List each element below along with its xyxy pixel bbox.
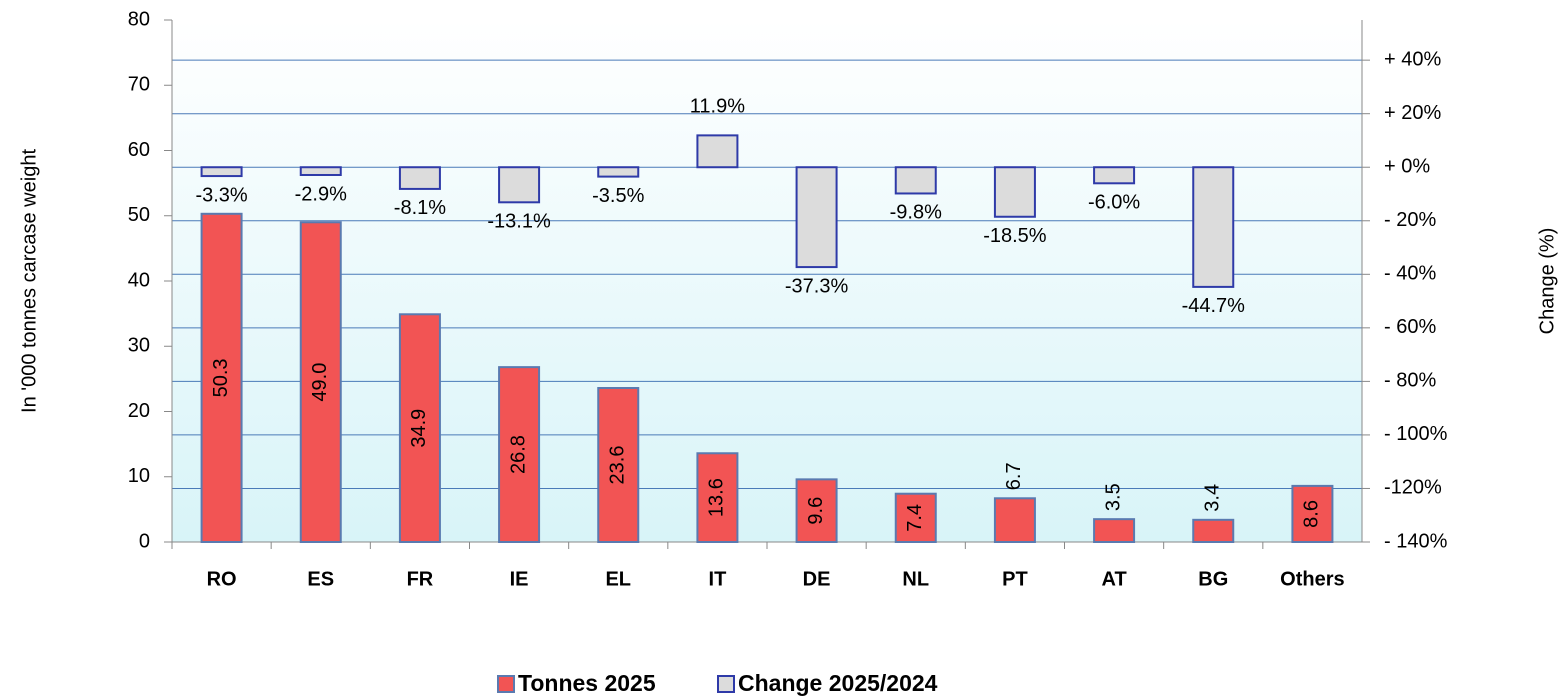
y2-tick-label: - 140% [1384, 530, 1448, 552]
tonnes-label: 8.6 [1301, 500, 1323, 528]
change-bar [696, 134, 739, 169]
change-bar [498, 166, 541, 204]
y2-tick-label: - 100% [1384, 423, 1448, 445]
tonnes-label: 6.7 [1003, 462, 1025, 490]
legend-swatch [717, 675, 735, 693]
y-tick-label: 30 [128, 335, 150, 357]
tonnes-label: 7.4 [904, 504, 926, 532]
x-tick-label: NL [902, 568, 929, 590]
change-bar [1093, 166, 1136, 185]
tonnes-bar [1192, 518, 1235, 544]
y2-tick-label: - 60% [1384, 316, 1436, 338]
change-bar [894, 166, 937, 195]
change-label: -37.3% [785, 275, 849, 297]
change-bar [299, 166, 342, 176]
y-tick-label: 0 [139, 530, 150, 552]
x-tick-label: AT [1101, 568, 1126, 590]
change-label: -2.9% [295, 183, 347, 205]
tonnes-bar [299, 221, 342, 543]
legend-swatch [497, 675, 515, 693]
y-tick-label: 70 [128, 74, 150, 96]
x-tick-label: Others [1280, 568, 1344, 590]
change-label: -6.0% [1088, 192, 1140, 214]
change-label: -44.7% [1182, 295, 1246, 317]
change-label: -3.5% [592, 185, 644, 207]
change-bar [1192, 166, 1235, 288]
x-tick-label: RO [207, 568, 237, 590]
x-tick-label: EL [605, 568, 631, 590]
y-tick-label: 40 [128, 269, 150, 291]
change-bar [200, 166, 243, 178]
tonnes-bar [993, 497, 1036, 543]
x-tick-label: BG [1198, 568, 1228, 590]
y2-tick-label: - 80% [1384, 370, 1436, 392]
y2-tick-label: - 20% [1384, 209, 1436, 231]
x-tick-label: FR [407, 568, 434, 590]
y-tick-label: 50 [128, 204, 150, 226]
x-tick-label: PT [1002, 568, 1028, 590]
change-label: -9.8% [890, 202, 942, 224]
tonnes-bar [597, 387, 640, 544]
change-label: 11.9% [690, 96, 745, 118]
y2-tick-label: + 40% [1384, 48, 1441, 70]
y2-tick-label: + 20% [1384, 102, 1441, 124]
tonnes-label: 23.6 [607, 446, 629, 485]
tonnes-bar [795, 478, 838, 543]
x-tick-label: IT [709, 568, 727, 590]
tonnes-bar [398, 313, 441, 543]
tonnes-label: 26.8 [507, 435, 529, 474]
change-label: -8.1% [394, 197, 446, 219]
tonnes-label: 9.6 [805, 497, 827, 525]
change-bar [993, 166, 1036, 218]
x-tick-label: IE [510, 568, 529, 590]
tonnes-label: 3.5 [1102, 483, 1124, 511]
y2-tick-label: - 40% [1384, 263, 1436, 285]
tonnes-bar [1093, 518, 1136, 543]
y2-tick-label: -120% [1384, 477, 1442, 499]
change-label: -18.5% [983, 225, 1047, 247]
tonnes-label: 34.9 [408, 409, 430, 448]
tonnes-bar [894, 492, 937, 543]
tonnes-bar [696, 452, 739, 544]
change-label: -13.1% [487, 211, 551, 233]
change-bar [597, 166, 640, 178]
tonnes-label: 49.0 [309, 363, 331, 402]
tonnes-bar [498, 366, 541, 543]
tonnes-label: 3.4 [1202, 484, 1224, 512]
change-bar [398, 166, 441, 190]
x-tick-label: DE [803, 568, 831, 590]
y2-axis-title: Change (%) [1536, 228, 1558, 335]
legend-label: Tonnes 2025 [518, 670, 656, 696]
y-tick-label: 20 [128, 400, 150, 422]
y-axis-title: In '000 tonnes carcase weight [18, 149, 40, 413]
y-tick-label: 10 [128, 465, 150, 487]
change-label: -3.3% [195, 184, 247, 206]
plot-background [172, 20, 1362, 542]
tonnes-label: 13.6 [706, 478, 728, 517]
y-tick-label: 60 [128, 139, 150, 161]
legend-label: Change 2025/2024 [738, 670, 938, 696]
y2-tick-label: + 0% [1384, 156, 1430, 178]
x-tick-label: ES [307, 568, 334, 590]
tonnes-bar [1291, 484, 1334, 544]
y-tick-label: 80 [128, 8, 150, 30]
tonnes-bar [200, 212, 243, 543]
tonnes-label: 50.3 [210, 358, 232, 397]
change-bar [795, 166, 838, 269]
